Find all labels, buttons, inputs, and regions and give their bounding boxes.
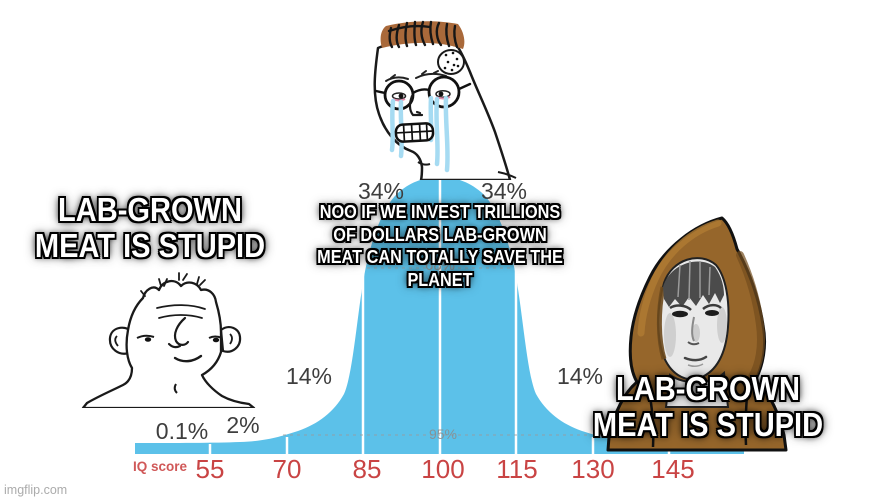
hooded-wojak-icon bbox=[606, 216, 788, 452]
right-caption-line-1: LAB-GROWN bbox=[616, 370, 800, 407]
x-tick-100: 100 bbox=[421, 454, 465, 484]
right-caption-line-2: MEAT IS STUPID bbox=[592, 405, 824, 443]
center-caption: NOO IF WE INVEST TRILLIONS OF DOLLARS LA… bbox=[304, 201, 577, 291]
pct-label-0.1: 0.1% bbox=[155, 418, 209, 444]
left-caption: LAB-GROWN MEAT IS STUPID bbox=[34, 192, 266, 263]
center-caption-line-3: MEAT CAN TOTALLY SAVE THE PLANET bbox=[317, 246, 563, 290]
crying-glasses-wojak-icon bbox=[373, 20, 517, 180]
center-caption-line-1: NOO IF WE INVEST TRILLIONS bbox=[319, 201, 561, 222]
x-tick-130: 130 bbox=[571, 454, 615, 484]
x-tick-115: 115 bbox=[496, 454, 538, 484]
left-caption-line-2: MEAT IS STUPID bbox=[34, 226, 266, 264]
interval-68-label: 68% bbox=[424, 257, 456, 274]
interval-dashed-lines bbox=[283, 267, 591, 436]
tick-gridlines bbox=[208, 179, 671, 454]
pct-label-34-right: 34% bbox=[480, 178, 528, 204]
x-tick-55: 55 bbox=[195, 454, 225, 484]
interval-95-label: 95% bbox=[428, 426, 458, 442]
x-tick-85: 85 bbox=[352, 454, 382, 484]
pct-label-2: 2% bbox=[226, 412, 260, 438]
pct-label-14-right: 14% bbox=[556, 363, 604, 389]
x-tick-145: 145 bbox=[651, 454, 695, 484]
x-axis-title: IQ score bbox=[132, 459, 188, 474]
center-caption-line-2: OF DOLLARS LAB-GROWN bbox=[333, 223, 547, 245]
left-caption-line-1: LAB-GROWN bbox=[58, 191, 242, 228]
x-tick-70: 70 bbox=[272, 454, 302, 484]
imgflip-watermark: imgflip.com bbox=[4, 483, 68, 497]
pct-label-14-left: 14% bbox=[285, 363, 333, 389]
right-caption: LAB-GROWN MEAT IS STUPID bbox=[588, 371, 827, 442]
brainlet-wojak-icon bbox=[81, 272, 256, 408]
pct-label-34-left: 34% bbox=[357, 178, 405, 204]
